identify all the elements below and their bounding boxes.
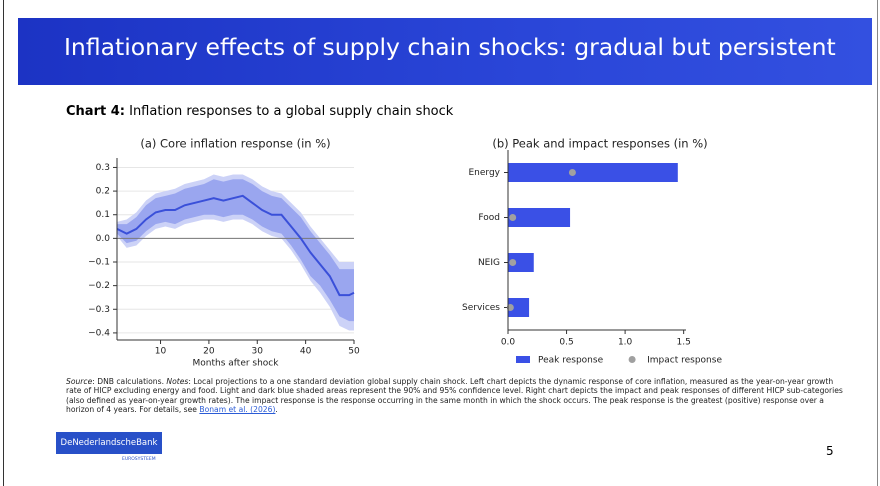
y-tick-label: NEIG xyxy=(478,258,500,268)
bar xyxy=(508,298,530,317)
slide-title: Inflationary effects of supply chain sho… xyxy=(64,33,836,61)
y-tick-label: −0.2 xyxy=(88,281,110,291)
impact-dot xyxy=(509,214,517,221)
caption-label: Chart 4: xyxy=(66,104,125,119)
y-tick-label: Energy xyxy=(468,168,500,178)
frame-right xyxy=(877,0,878,486)
notes-end: . xyxy=(275,405,278,415)
x-tick-label: 1.5 xyxy=(676,338,690,348)
bar xyxy=(508,253,534,272)
legend-swatch xyxy=(516,356,530,363)
notes-text: : Local projections to a one standard de… xyxy=(66,377,843,415)
x-tick-label: 10 xyxy=(155,347,167,357)
caption-text: Inflation responses to a global supply c… xyxy=(129,104,454,119)
bar xyxy=(508,163,678,182)
x-tick-label: 40 xyxy=(300,347,312,357)
x-tick-label: 0.0 xyxy=(501,338,516,348)
source-note: Source: DNB calculations. Notes: Local p… xyxy=(66,377,846,415)
impact-dot xyxy=(568,169,576,176)
source-label: Source xyxy=(66,377,93,386)
x-tick-label: 50 xyxy=(348,347,360,357)
frame-left xyxy=(3,0,4,486)
legend-label: Impact response xyxy=(647,356,722,366)
notes-label: Notes xyxy=(166,377,189,386)
y-tick-label: −0.3 xyxy=(88,305,110,315)
y-tick-label: 0.1 xyxy=(96,210,110,220)
y-tick-label: −0.4 xyxy=(88,328,110,338)
legend-label: Peak response xyxy=(538,356,604,366)
logo-sub: EUROSYSTEEM xyxy=(122,457,156,462)
y-tick-label: Services xyxy=(462,303,500,313)
bar xyxy=(508,208,571,227)
legend-swatch xyxy=(628,356,636,363)
y-tick-label: Food xyxy=(478,213,500,223)
header: Inflationary effects of supply chain sho… xyxy=(18,18,872,85)
logo: DeNederlandscheBank xyxy=(56,432,162,454)
line xyxy=(116,194,355,297)
reference-link[interactable]: Bonam et al. (2026) xyxy=(199,405,276,415)
y-tick-label: −0.1 xyxy=(88,258,110,268)
chart-title: (b) Peak and impact responses (in %) xyxy=(492,137,707,151)
x-axis-label: Months after shock xyxy=(193,359,280,369)
page-number: 5 xyxy=(826,444,834,458)
impact-dot xyxy=(506,304,514,311)
impact-dot xyxy=(509,259,517,266)
x-tick-label: 0.5 xyxy=(559,338,573,348)
y-tick-label: 0.0 xyxy=(96,234,111,244)
chart-caption: Chart 4: Inflation responses to a global… xyxy=(66,104,453,119)
y-tick-label: 0.2 xyxy=(96,187,110,197)
source-text: : DNB calculations. xyxy=(92,377,167,386)
y-tick-label: 0.3 xyxy=(96,163,110,173)
x-tick-label: 20 xyxy=(203,347,215,357)
x-tick-label: 30 xyxy=(252,347,264,357)
confidence-band xyxy=(117,179,354,322)
x-tick-label: 1.0 xyxy=(618,338,633,348)
chart-title: (a) Core inflation response (in %) xyxy=(140,137,330,151)
